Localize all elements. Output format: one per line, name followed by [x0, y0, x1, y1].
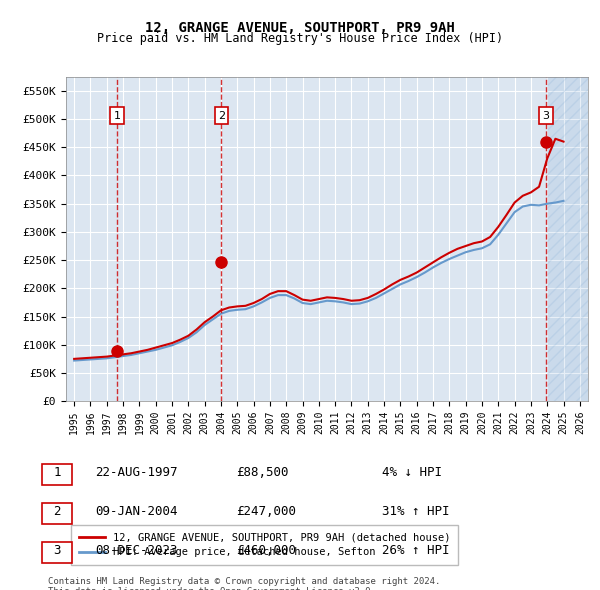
Text: 31% ↑ HPI: 31% ↑ HPI [382, 506, 449, 519]
FancyBboxPatch shape [43, 542, 72, 562]
Text: £88,500: £88,500 [236, 467, 289, 480]
Text: 09-JAN-2004: 09-JAN-2004 [95, 506, 178, 519]
Text: 1: 1 [53, 467, 61, 480]
FancyBboxPatch shape [43, 464, 72, 484]
Text: 3: 3 [53, 545, 61, 558]
FancyBboxPatch shape [43, 503, 72, 523]
Text: 4% ↓ HPI: 4% ↓ HPI [382, 467, 442, 480]
Text: 2: 2 [218, 111, 225, 120]
Text: 08-DEC-2023: 08-DEC-2023 [95, 545, 178, 558]
Text: Price paid vs. HM Land Registry's House Price Index (HPI): Price paid vs. HM Land Registry's House … [97, 32, 503, 45]
Text: £460,000: £460,000 [236, 545, 296, 558]
Bar [547, 77, 588, 401]
Text: 26% ↑ HPI: 26% ↑ HPI [382, 545, 449, 558]
Text: 1: 1 [114, 111, 121, 120]
Text: 3: 3 [542, 111, 550, 120]
Text: Contains HM Land Registry data © Crown copyright and database right 2024.
This d: Contains HM Land Registry data © Crown c… [48, 577, 440, 590]
Text: 12, GRANGE AVENUE, SOUTHPORT, PR9 9AH: 12, GRANGE AVENUE, SOUTHPORT, PR9 9AH [145, 21, 455, 35]
Legend: 12, GRANGE AVENUE, SOUTHPORT, PR9 9AH (detached house), HPI: Average price, deta: 12, GRANGE AVENUE, SOUTHPORT, PR9 9AH (d… [71, 525, 458, 565]
Text: 2: 2 [53, 506, 61, 519]
Text: 22-AUG-1997: 22-AUG-1997 [95, 467, 178, 480]
Text: £247,000: £247,000 [236, 506, 296, 519]
